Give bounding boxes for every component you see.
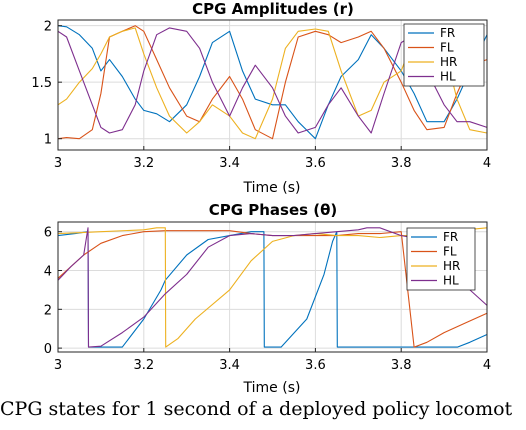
amplitudes-x-tick-label: 3.2 [133, 156, 154, 171]
amplitudes-x-tick-label: 3.6 [305, 156, 326, 171]
phases-y-ticks: 0 2 4 6 [44, 226, 62, 357]
amplitudes-y-tick-label: 2 [44, 20, 52, 35]
figure-caption: CPG states for 1 second of a deployed po… [0, 398, 513, 420]
amplitudes-legend-label-fl: FL [440, 41, 454, 55]
amplitudes-axes-box [57, 19, 488, 151]
amplitudes-legend-label-hl: HL [440, 70, 456, 84]
amplitudes-x-ticks: 3 3.2 3.4 3.6 3.8 4 [54, 146, 491, 171]
phases-x-tick-label: 3.2 [133, 358, 154, 373]
phases-legend-label-hl: HL [443, 274, 459, 288]
amplitudes-x-tick-label: 4 [483, 156, 491, 171]
amplitudes-legend-label-hr: HR [440, 55, 457, 69]
phases-title: CPG Phases (θ) [209, 201, 338, 219]
amplitudes-y-ticks: 11.52 [31, 20, 62, 148]
phases-y-tick-label: 4 [44, 265, 52, 280]
amplitudes-panel: CPG Amplitudes (r) 3 3.2 3.4 3.6 3.8 4 11.52 … [31, 0, 491, 196]
phases-series-fr [57, 231, 488, 348]
phases-legend-label-hr: HR [443, 259, 460, 273]
phases-y-tick-label: 2 [44, 303, 52, 318]
amplitudes-x-tick-label: 3.8 [391, 156, 412, 171]
phases-y-tick-label: 0 [44, 342, 52, 357]
phases-y-tick-label: 6 [44, 226, 52, 241]
phases-x-tick-label: 3.8 [391, 358, 412, 373]
phases-x-tick-label: 3 [54, 358, 62, 373]
amplitudes-x-tick-label: 3.4 [219, 156, 240, 171]
phases-legend-box [406, 227, 476, 291]
amplitudes-y-tick-label: 1.5 [31, 76, 52, 91]
phases-x-tick-label: 3.4 [219, 358, 240, 373]
amplitudes-x-axis-label: Time (s) [243, 180, 301, 196]
amplitudes-x-tick-label: 3 [54, 156, 62, 171]
phases-panel: CPG Phases (θ) 3 3.2 3.4 3.6 3.8 4 0 2 4 6 Time … [44, 201, 491, 396]
phases-legend-label-fl: FL [443, 245, 457, 259]
phases-series-hl [57, 227, 488, 348]
amplitudes-title: CPG Amplitudes (r) [192, 0, 354, 18]
phases-axes-box [57, 221, 488, 353]
phases-x-ticks: 3 3.2 3.4 3.6 3.8 4 [54, 348, 491, 373]
figure: CPG Amplitudes (r) 3 3.2 3.4 3.6 3.8 4 11.52 … [31, 0, 491, 396]
amplitudes-legend-box [403, 23, 485, 87]
phases-legend-label-fr: FR [443, 230, 458, 244]
phases-x-tick-label: 4 [483, 358, 491, 373]
phases-x-axis-label: Time (s) [243, 380, 301, 396]
phases-lines [57, 227, 488, 348]
phases-x-tick-label: 3.6 [305, 358, 326, 373]
amplitudes-y-tick-label: 1 [44, 133, 52, 148]
amplitudes-legend-label-fr: FR [440, 26, 455, 40]
